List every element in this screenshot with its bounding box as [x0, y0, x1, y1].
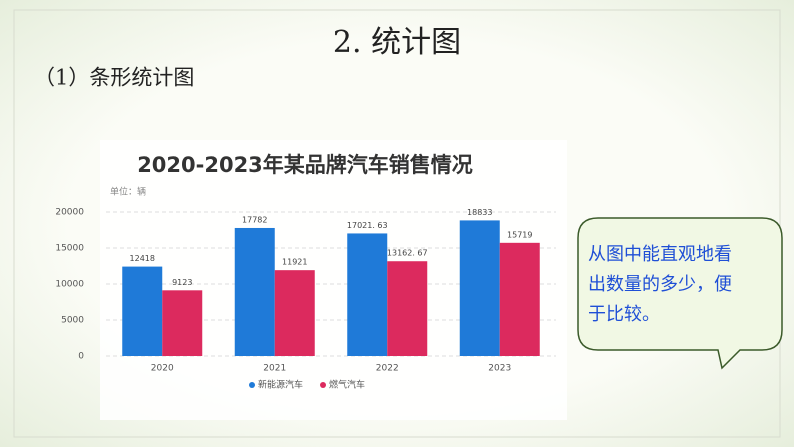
callout-box [577, 217, 783, 370]
value-label: 13162. 67 [387, 249, 428, 258]
bar [122, 266, 163, 356]
y-tick-label: 20000 [55, 208, 84, 218]
bar [387, 261, 428, 356]
bar [162, 290, 203, 356]
slide-subtitle: （1）条形统计图 [34, 66, 194, 90]
bar [459, 220, 500, 356]
value-label: 18833 [467, 208, 492, 217]
x-tick-label: 2020 [151, 364, 174, 374]
bar [274, 270, 315, 356]
y-tick-label: 15000 [55, 244, 84, 254]
value-label: 17021. 63 [347, 221, 388, 230]
chart-title: 2020-2023年某品牌汽车销售情况 [137, 153, 473, 177]
bar [234, 227, 275, 356]
callout-line: 于比较。 [588, 304, 660, 325]
value-label: 9123 [172, 278, 192, 287]
x-tick-label: 2021 [263, 364, 286, 374]
value-label: 17782 [242, 215, 267, 224]
value-label: 11921 [282, 258, 307, 267]
y-tick-label: 10000 [55, 280, 84, 290]
frame [13, 9, 781, 438]
callout-line: 出数量的多少，便 [588, 274, 732, 295]
bar [499, 242, 540, 356]
x-tick-label: 2023 [488, 364, 511, 374]
y-tick-label: 0 [78, 352, 84, 362]
legend-marker [249, 382, 255, 388]
value-label: 12418 [130, 254, 155, 263]
x-tick-label: 2022 [376, 364, 399, 374]
legend-label: 燃气汽车 [329, 379, 365, 391]
callout-line: 从图中能直观地看 [588, 244, 732, 265]
value-label: 15719 [507, 230, 532, 239]
bar [347, 233, 388, 356]
unit-label: 单位：辆 [110, 186, 146, 198]
y-tick-label: 5000 [61, 316, 84, 326]
legend-marker [320, 382, 327, 388]
legend-label: 新能源汽车 [258, 379, 303, 391]
slide-title: 2. 统计图 [333, 25, 461, 60]
